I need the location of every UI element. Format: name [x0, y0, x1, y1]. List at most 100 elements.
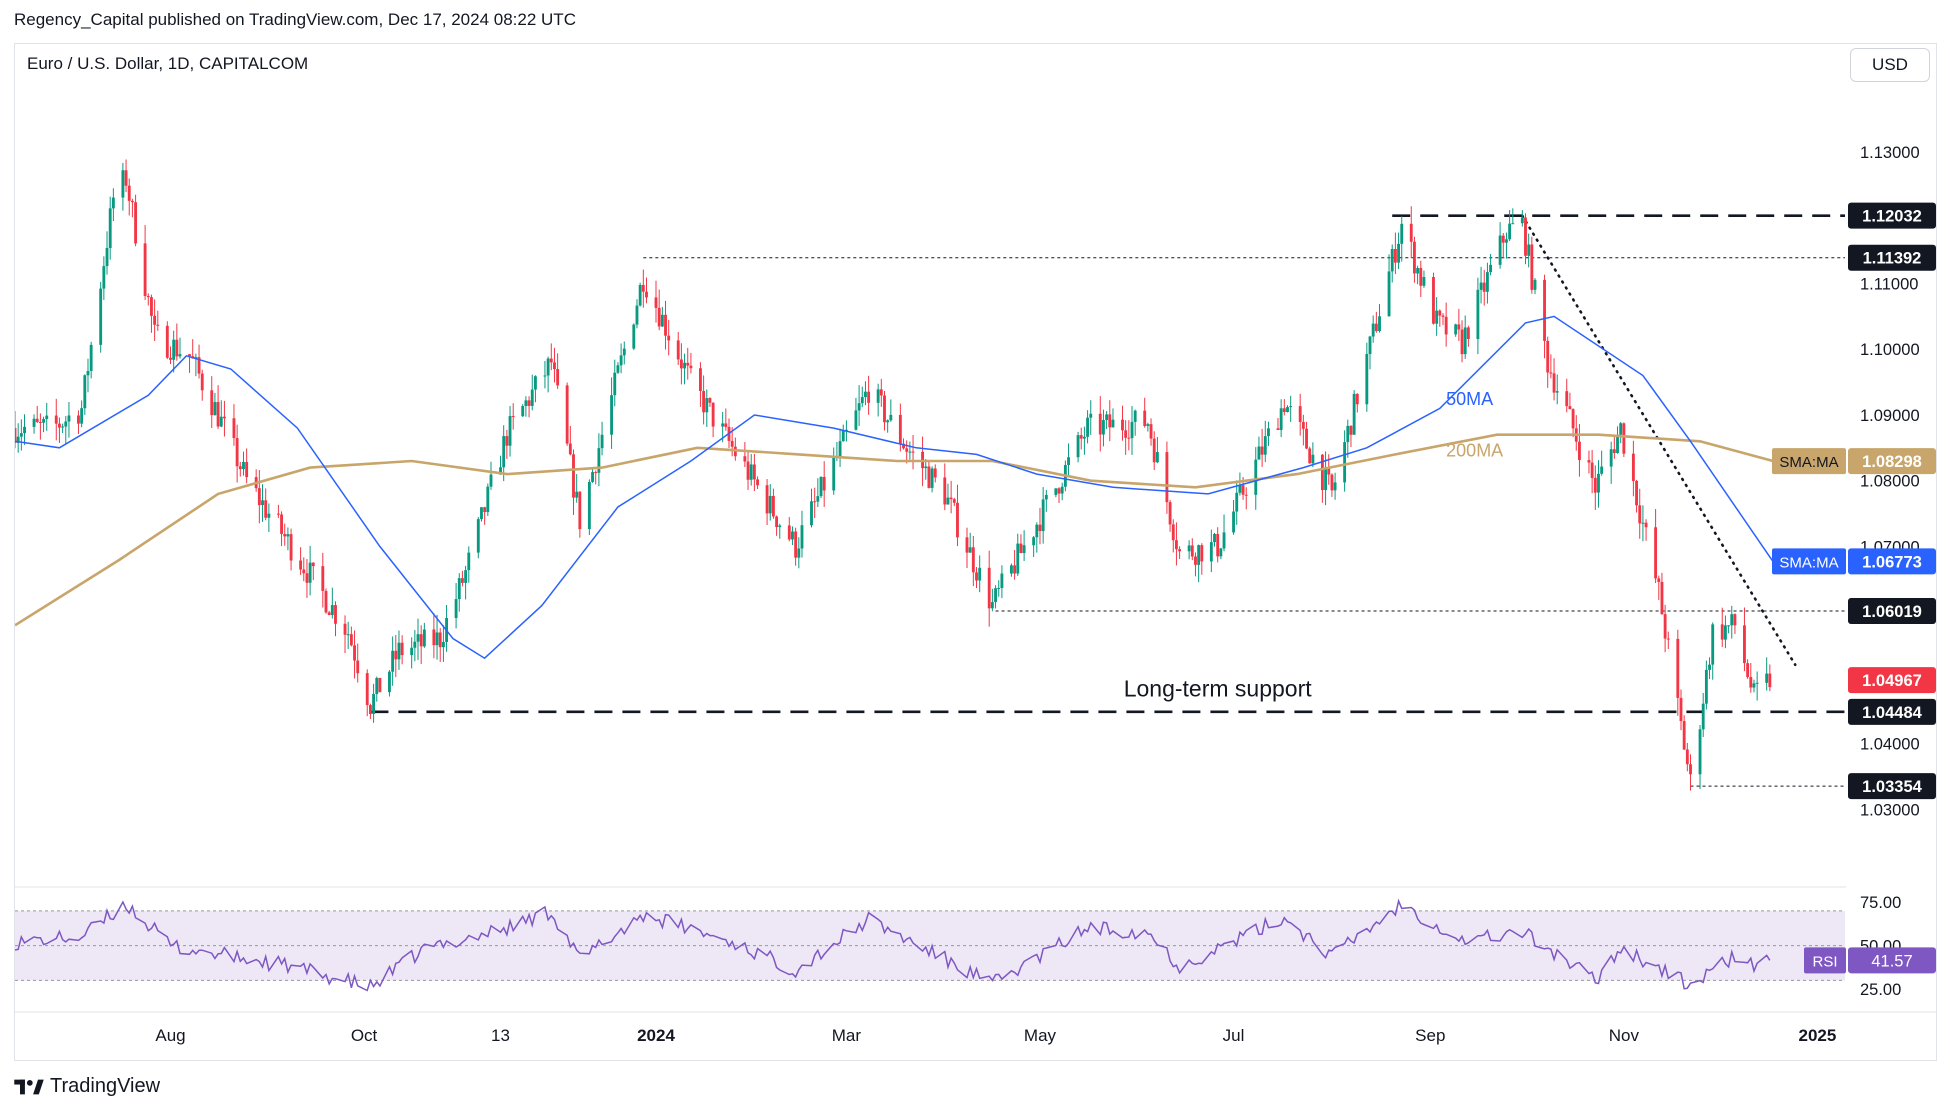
- candle: [975, 567, 978, 589]
- candle: [591, 467, 594, 483]
- candle: [575, 474, 579, 503]
- candle: [38, 413, 42, 440]
- ma200-price-tag[interactable]: 1.08298: [1848, 448, 1936, 475]
- candle: [876, 383, 880, 417]
- candle: [1346, 419, 1350, 458]
- candle: [1505, 232, 1508, 259]
- candle: [223, 400, 226, 437]
- candle: [1422, 270, 1426, 288]
- level-price-tag[interactable]: 1.11392: [1848, 244, 1936, 271]
- candle: [1501, 232, 1505, 259]
- candle: [1238, 472, 1242, 496]
- candle: [283, 523, 287, 546]
- candle: [457, 573, 461, 612]
- level-price-tag[interactable]: 1.04484: [1848, 698, 1936, 725]
- candle: [1552, 358, 1556, 401]
- y-tick-label: 1.04000: [1860, 736, 1920, 754]
- candle: [1730, 605, 1734, 639]
- candle: [654, 280, 658, 323]
- candle: [1701, 692, 1705, 738]
- chart-annotation[interactable]: 50MA: [1446, 389, 1493, 409]
- candle: [660, 306, 664, 328]
- svg-text:SMA:MA: SMA:MA: [1779, 554, 1838, 571]
- ma50-price-tag[interactable]: 1.06773: [1848, 548, 1936, 575]
- candle: [883, 390, 886, 431]
- candle: [791, 526, 794, 546]
- svg-text:SMA:MA: SMA:MA: [1779, 454, 1838, 471]
- candle: [346, 621, 350, 650]
- candle: [464, 565, 468, 600]
- candle: [1257, 436, 1261, 460]
- chart-annotation[interactable]: Long-term support: [1124, 675, 1313, 701]
- candle: [1108, 400, 1112, 442]
- candle: [480, 507, 483, 522]
- candle: [261, 484, 264, 522]
- candle: [1432, 272, 1435, 325]
- candle: [365, 669, 369, 717]
- candle: [641, 269, 645, 308]
- candle: [752, 453, 756, 492]
- candle: [616, 362, 620, 374]
- candle: [749, 454, 753, 486]
- candle: [1435, 297, 1439, 336]
- svg-text:1.03354: 1.03354: [1862, 778, 1922, 796]
- candle: [502, 425, 506, 482]
- x-tick-label: Oct: [351, 1026, 378, 1045]
- candle: [143, 225, 147, 301]
- candle: [1213, 532, 1216, 547]
- svg-text:1.06019: 1.06019: [1862, 603, 1922, 621]
- level-price-tag[interactable]: 1.12032: [1848, 202, 1936, 229]
- candle: [1200, 543, 1204, 575]
- candle: [905, 440, 909, 464]
- currency-button[interactable]: USD: [1850, 48, 1930, 82]
- candle: [349, 626, 353, 647]
- candle: [1438, 309, 1442, 327]
- candle: [1267, 421, 1270, 447]
- candle: [819, 476, 823, 498]
- candle: [683, 353, 686, 385]
- candle: [1508, 210, 1512, 242]
- candle: [67, 402, 71, 438]
- candle: [1155, 436, 1159, 464]
- candle: [549, 343, 553, 371]
- candle: [943, 463, 947, 511]
- candle: [1279, 399, 1283, 438]
- candle: [1276, 418, 1280, 431]
- candle: [1568, 392, 1572, 410]
- svg-text:1.04484: 1.04484: [1862, 704, 1922, 722]
- candle: [1149, 418, 1153, 446]
- candle: [686, 347, 690, 380]
- symbol-title[interactable]: Euro / U.S. Dollar, 1D, CAPITALCOM: [27, 54, 309, 73]
- candle: [1076, 431, 1080, 463]
- candle: [1098, 396, 1102, 452]
- candle: [771, 488, 775, 519]
- svg-text:1.11392: 1.11392: [1863, 250, 1922, 268]
- candle: [1019, 534, 1023, 554]
- candle: [289, 528, 293, 571]
- level-price-tag[interactable]: 1.06019: [1848, 597, 1936, 624]
- candle: [276, 504, 280, 518]
- candle: [927, 461, 931, 489]
- candle: [1520, 210, 1524, 227]
- candle: [124, 159, 128, 193]
- candle: [254, 469, 258, 492]
- candle: [711, 402, 715, 438]
- candle: [416, 618, 420, 660]
- candle: [178, 337, 182, 359]
- candle: [702, 375, 706, 425]
- candle: [324, 588, 328, 614]
- rsi-value-tag[interactable]: RSI 41.57: [1804, 947, 1936, 974]
- tradingview-logo[interactable]: TradingView: [14, 1075, 160, 1098]
- candle: [77, 410, 80, 434]
- candle: [1079, 427, 1083, 450]
- candle: [1298, 393, 1302, 436]
- last-price-tag[interactable]: 1.04967: [1848, 667, 1936, 694]
- candle: [952, 497, 956, 507]
- candle: [32, 414, 36, 434]
- candle: [1597, 460, 1600, 508]
- candle: [924, 459, 928, 480]
- level-price-tag[interactable]: 1.03354: [1848, 773, 1936, 800]
- chart-annotation[interactable]: 200MA: [1446, 440, 1503, 460]
- candle: [213, 392, 217, 416]
